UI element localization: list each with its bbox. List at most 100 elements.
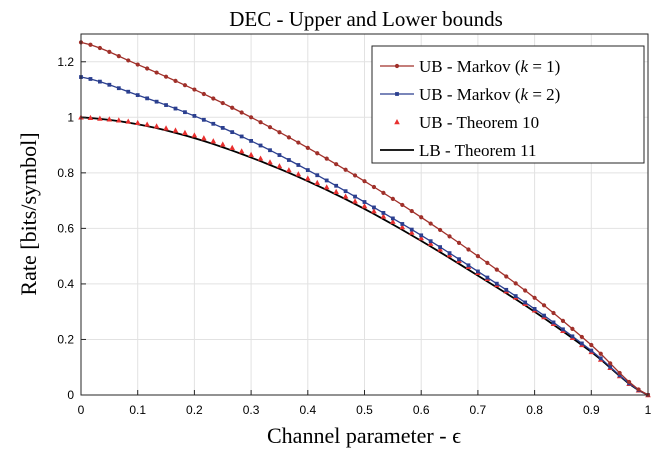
data-point: [399, 224, 406, 230]
data-point: [570, 326, 575, 331]
data-point: [210, 138, 217, 144]
data-point: [608, 364, 613, 369]
data-point: [485, 275, 490, 280]
x-tick-label: 0.2: [186, 403, 203, 417]
data-point: [504, 274, 509, 279]
y-tick-label: 0: [67, 388, 74, 402]
data-point: [532, 295, 537, 300]
data-point: [409, 227, 414, 232]
data-point: [333, 188, 339, 194]
data-point: [249, 115, 254, 120]
legend: UB - Markov (k = 1) UB - Markov (k = 2) UB…: [371, 45, 645, 164]
x-tick-label: 1: [645, 403, 652, 417]
data-point: [220, 125, 225, 130]
data-point: [116, 117, 122, 123]
data-point: [352, 198, 358, 204]
data-point: [163, 125, 169, 131]
data-point: [380, 213, 387, 219]
data-point: [523, 300, 528, 305]
x-tick-label: 0.5: [356, 403, 373, 417]
data-point: [211, 96, 216, 101]
data-point: [456, 240, 462, 245]
x-tick-label: 0.3: [243, 403, 260, 417]
legend-label-part: UB - Theorem 10: [419, 113, 539, 132]
data-point: [106, 116, 113, 122]
data-point: [372, 205, 376, 210]
data-point: [447, 251, 452, 256]
data-point: [408, 229, 415, 235]
data-point: [418, 235, 424, 241]
data-point: [476, 269, 480, 274]
legend-marker: [394, 63, 400, 69]
legend-label: UB - Theorem 10: [419, 113, 539, 132]
data-point: [296, 140, 301, 145]
data-point: [97, 45, 102, 51]
legend-label-part: k: [521, 57, 529, 76]
data-point: [192, 87, 197, 92]
data-point: [427, 240, 434, 246]
data-point: [145, 96, 150, 101]
data-point: [494, 267, 499, 272]
data-point: [201, 117, 206, 122]
data-point: [589, 348, 594, 353]
data-point: [257, 155, 264, 161]
data-point: [258, 143, 263, 148]
data-point: [466, 263, 471, 268]
data-point: [589, 342, 594, 348]
y-tick-label: 0.4: [57, 277, 74, 291]
legend-label: LB - Theorem 11: [419, 141, 537, 160]
data-point: [153, 123, 160, 129]
legend-label-part: UB - Markov (: [419, 85, 521, 104]
data-point: [324, 156, 329, 161]
data-point: [342, 193, 349, 199]
data-point: [561, 327, 565, 332]
legend-label: UB - Markov (k = 1): [419, 57, 560, 76]
data-point: [163, 74, 169, 79]
data-point: [88, 42, 93, 47]
y-tick-label: 0.2: [57, 332, 74, 346]
data-point: [296, 163, 301, 167]
data-point: [287, 158, 291, 162]
data-point: [305, 145, 310, 150]
data-point: [267, 125, 273, 130]
data-point: [134, 119, 141, 126]
data-point: [551, 310, 556, 316]
data-point: [400, 202, 405, 208]
x-tick-label: 0: [78, 403, 85, 417]
legend-label-part: k: [521, 85, 529, 104]
data-point: [636, 387, 641, 392]
data-point: [381, 211, 386, 215]
y-tick-label: 1: [67, 110, 74, 124]
data-point: [352, 173, 358, 178]
data-point: [475, 254, 480, 259]
legend-marker: [395, 92, 399, 96]
legend-label-part: = 2): [528, 85, 560, 104]
legend-entry-1: UB - Markov (k = 1): [380, 57, 560, 76]
data-point: [182, 83, 188, 88]
data-point: [513, 294, 518, 298]
data-point: [126, 89, 131, 94]
data-point: [485, 260, 490, 265]
data-point: [343, 189, 348, 194]
data-point: [97, 115, 103, 121]
data-point: [494, 281, 499, 286]
data-point: [315, 151, 320, 156]
legend-entry-4: LB - Theorem 11: [380, 141, 537, 160]
data-point: [164, 103, 168, 107]
data-point: [201, 135, 207, 141]
data-point: [182, 129, 188, 135]
data-point: [579, 334, 584, 340]
data-point: [400, 222, 405, 226]
data-point: [371, 184, 377, 190]
data-point: [268, 148, 272, 153]
data-point: [542, 313, 546, 318]
data-point: [88, 77, 93, 81]
data-point: [570, 334, 575, 339]
data-point: [239, 110, 244, 115]
data-point: [608, 361, 613, 366]
x-axis-label: Channel parameter - ϵ: [267, 423, 461, 448]
data-point: [211, 121, 216, 126]
data-point: [438, 227, 443, 233]
data-point: [438, 245, 442, 250]
data-point: [362, 179, 367, 184]
